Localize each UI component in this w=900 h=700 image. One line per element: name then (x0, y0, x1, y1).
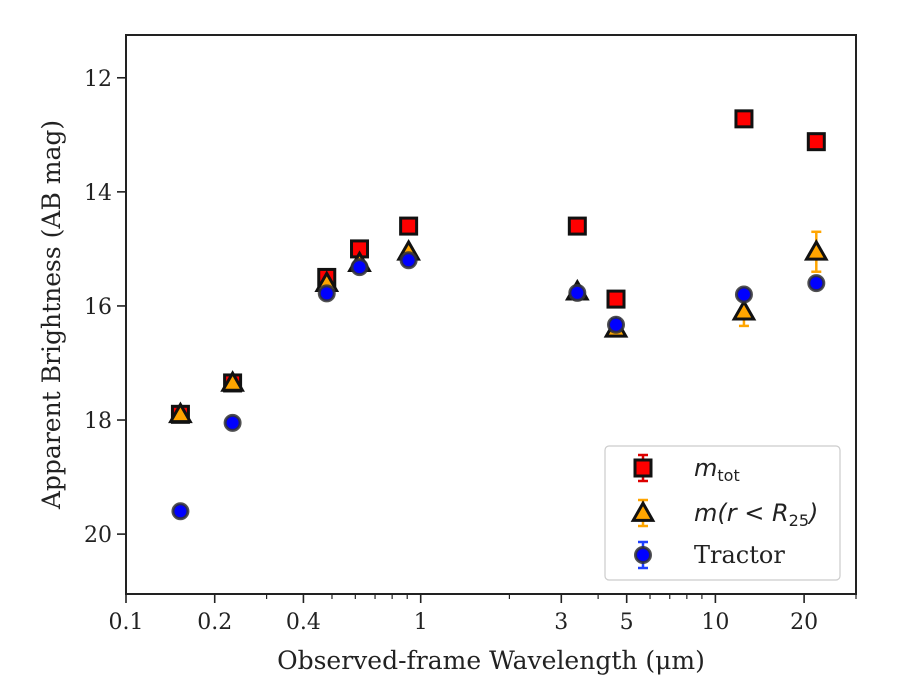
y-tick-label: 14 (84, 181, 112, 206)
data-point-circle (350, 258, 369, 277)
data-point-circle (399, 251, 418, 270)
data-point-triangle (731, 298, 757, 321)
axis-ticks: 0.1 0.2 0.4 1 3 5 10 20 12 14 16 18 20 (84, 67, 857, 635)
y-tick-label: 12 (84, 67, 112, 92)
series-1 (170, 109, 826, 424)
x-axis-label: Observed-frame Wavelength (μm) (277, 646, 705, 675)
x-tick-label: 0.1 (109, 610, 144, 635)
data-point-triangle (168, 401, 193, 424)
data-point-circle (171, 502, 190, 521)
data-point-circle (223, 413, 242, 432)
series-3 (171, 251, 826, 521)
legend-marker-triangle (630, 500, 656, 522)
y-tick-label: 20 (84, 523, 112, 548)
x-tick-label: 0.4 (286, 610, 321, 635)
data-point-circle (317, 284, 336, 303)
plot-frame (125, 34, 857, 595)
legend-marker-circle (634, 546, 652, 564)
y-tick-label: 16 (84, 295, 112, 320)
plot-border (125, 34, 857, 595)
legend-label-2: m(r < R25) (694, 499, 818, 530)
legend-box (604, 445, 841, 581)
data-point-square (806, 132, 826, 152)
data-point-triangle (803, 238, 829, 261)
data-point-circle (807, 274, 826, 293)
data-point-circle (607, 315, 626, 334)
x-tick-label: 20 (790, 610, 818, 635)
data-point-square (734, 109, 754, 129)
data-point-circle (734, 285, 753, 304)
x-tick-label: 10 (701, 610, 729, 635)
x-tick-label: 3 (554, 610, 568, 635)
x-tick-label: 5 (620, 610, 634, 635)
x-tick-label: 0.2 (197, 610, 232, 635)
data-point-triangle (220, 370, 245, 392)
data-point-square (399, 216, 419, 236)
y-axis-label: Apparent Brightness (AB mag) (37, 120, 66, 510)
legend: mtot m(r < R25) Tractor (604, 445, 841, 581)
legend-label-3: Tractor (694, 541, 785, 569)
legend-marker-square (633, 458, 653, 478)
x-tick-label: 1 (414, 610, 428, 635)
data-point-square (567, 216, 587, 236)
data-point-circle (568, 283, 587, 302)
data-marks (168, 109, 829, 521)
data-point-square (606, 289, 626, 309)
legend-label-1: mtot (694, 454, 740, 485)
series-2 (168, 230, 829, 424)
y-tick-label: 18 (84, 409, 112, 434)
